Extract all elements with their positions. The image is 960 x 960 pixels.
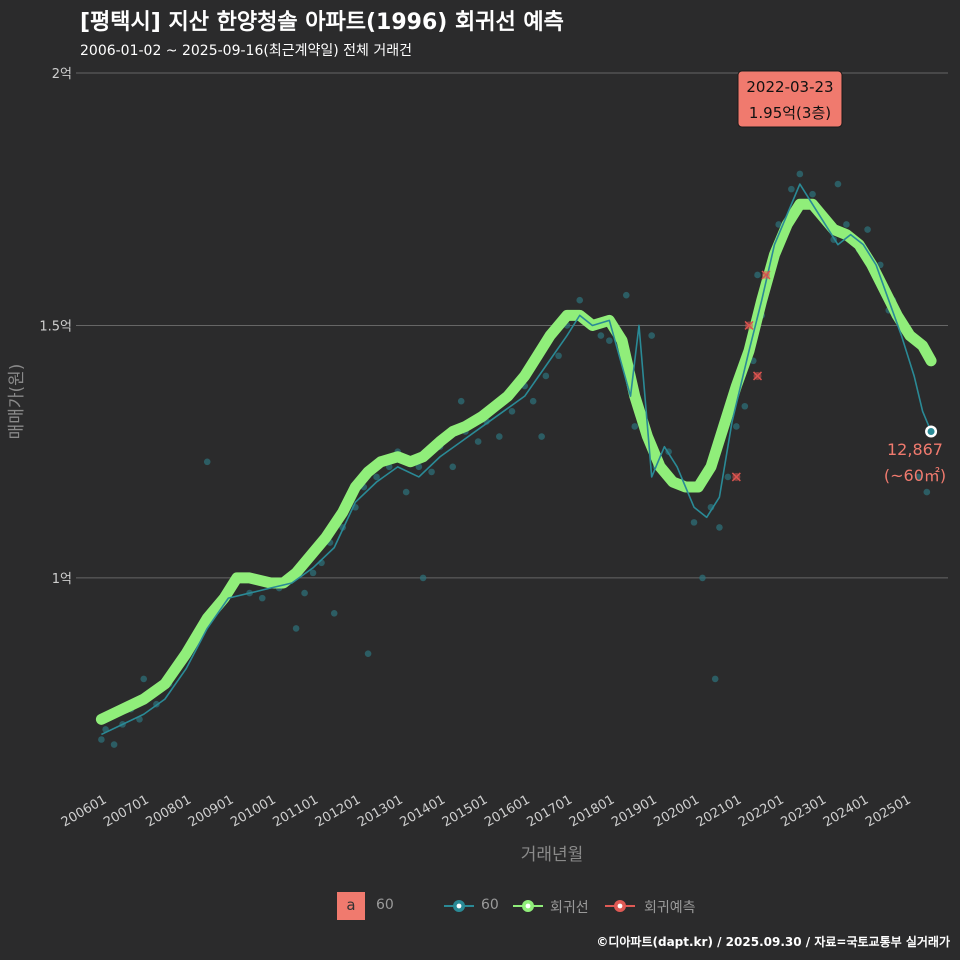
data-point [415,463,423,471]
last-size-label: (~60㎡) [884,466,946,485]
data-point [796,170,804,178]
data-point [373,473,380,481]
x-tick-label: 200701 [101,792,151,830]
legend-regression-key [513,900,543,912]
chart-plot: 1억1.5억2억20060120070120080120090120100120… [7,67,948,865]
series-60-line [101,183,932,736]
legend-series-60-key [444,900,474,912]
data-point [258,594,266,602]
data-point [508,408,516,415]
x-tick-label: 202301 [779,792,829,830]
data-point [690,519,698,526]
data-point [741,402,749,410]
y-tick-label: 2억 [52,67,72,82]
legend-label-text: 60 [376,897,394,913]
legend-forecast-text: 회귀예측 [644,900,696,916]
legend-label-box: a [337,892,365,920]
chart-title: [평택시] 지산 한양청솔 아파트(1996) 회귀선 예측 [80,10,564,35]
x-tick-label: 201701 [525,792,575,830]
data-point [915,473,922,481]
data-point [724,473,732,481]
y-tick-label: 1억 [52,572,72,587]
data-point [622,291,630,299]
data-point [716,524,723,531]
forecast-marker [752,371,763,381]
data-point [631,423,639,430]
x-tick-label: 201401 [398,792,448,830]
data-point [788,185,795,193]
forecast-marker [761,270,771,280]
data-point [140,675,148,683]
x-tick-label: 200601 [59,792,109,830]
legend-series-60-text: 60 [481,897,499,913]
x-tick-label: 201301 [355,792,405,830]
x-axis-title: 거래년월 [521,845,584,865]
data-point [648,332,655,339]
last-point-inner [927,428,935,435]
data-point [364,650,372,657]
forecast-marker [744,320,754,330]
forecast-marker [731,472,741,482]
data-point [555,352,562,360]
data-point [203,458,211,466]
data-point [301,589,308,597]
data-point [576,296,584,304]
regression-line [95,198,937,725]
x-tick-label: 200901 [186,792,236,830]
data-point [843,221,850,228]
y-axis-title: 매매가(원) [7,364,27,440]
x-tick-label: 202501 [863,792,913,830]
data-point [428,468,435,476]
data-point [330,609,338,617]
data-point [597,332,605,339]
data-point [834,180,842,188]
data-point [110,741,118,748]
data-point [98,736,105,743]
data-point [699,574,706,582]
data-point [402,488,410,496]
data-point [711,675,719,683]
data-point [733,423,740,430]
data-point [419,574,427,582]
y-tick-label: 1.5억 [39,319,72,334]
data-point [496,433,503,440]
data-point [457,397,465,405]
x-tick-label: 201001 [228,792,278,830]
data-point [754,271,761,279]
source-caption: ©디아파트(dapt.kr) / 2025.09.30 / 자료=국토교통부 실… [596,935,950,949]
data-point [309,569,317,577]
x-tick-label: 201501 [440,792,490,830]
data-point [809,190,816,198]
data-point [606,337,613,344]
legend-forecast-key [605,900,635,912]
data-point [449,463,457,471]
x-tick-label: 201601 [482,792,532,830]
legend: a 60 60 회귀선 회귀예측 [0,892,960,920]
x-tick-label: 201101 [271,792,321,830]
legend-regression-text: 회귀선 [550,900,589,916]
data-point [775,221,782,228]
data-point [292,625,300,632]
x-tick-label: 201801 [567,792,617,830]
last-price-label: 12,867 [887,440,943,459]
data-point [538,433,545,440]
data-point [864,226,871,233]
x-tick-label: 201901 [609,792,659,830]
x-tick-label: 201201 [313,792,363,830]
data-point [474,438,482,445]
x-tick-label: 202101 [694,792,744,830]
max-annotation-price: 1.95억(3층) [749,104,831,122]
x-tick-label: 202401 [821,792,871,830]
data-point [529,397,537,405]
x-tick-label: 200801 [144,792,194,830]
x-tick-label: 202201 [736,792,786,830]
x-tick-label: 202001 [652,792,702,830]
chart-subtitle: 2006-01-02 ~ 2025-09-16(최근계약일) 전체 거래건 [80,43,412,59]
max-annotation-date: 2022-03-23 [746,78,833,96]
max-annotation-box [737,70,843,128]
data-point [923,488,931,496]
data-point [542,372,550,380]
